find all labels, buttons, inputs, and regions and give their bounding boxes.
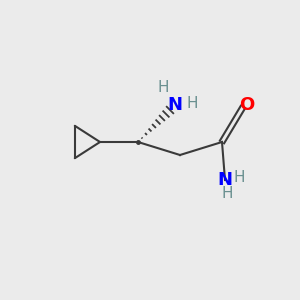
Text: N: N bbox=[218, 171, 232, 189]
Text: H: H bbox=[233, 170, 245, 185]
Text: O: O bbox=[239, 96, 255, 114]
Text: N: N bbox=[167, 96, 182, 114]
Text: H: H bbox=[221, 185, 233, 200]
Text: H: H bbox=[186, 95, 198, 110]
Text: H: H bbox=[157, 80, 169, 94]
